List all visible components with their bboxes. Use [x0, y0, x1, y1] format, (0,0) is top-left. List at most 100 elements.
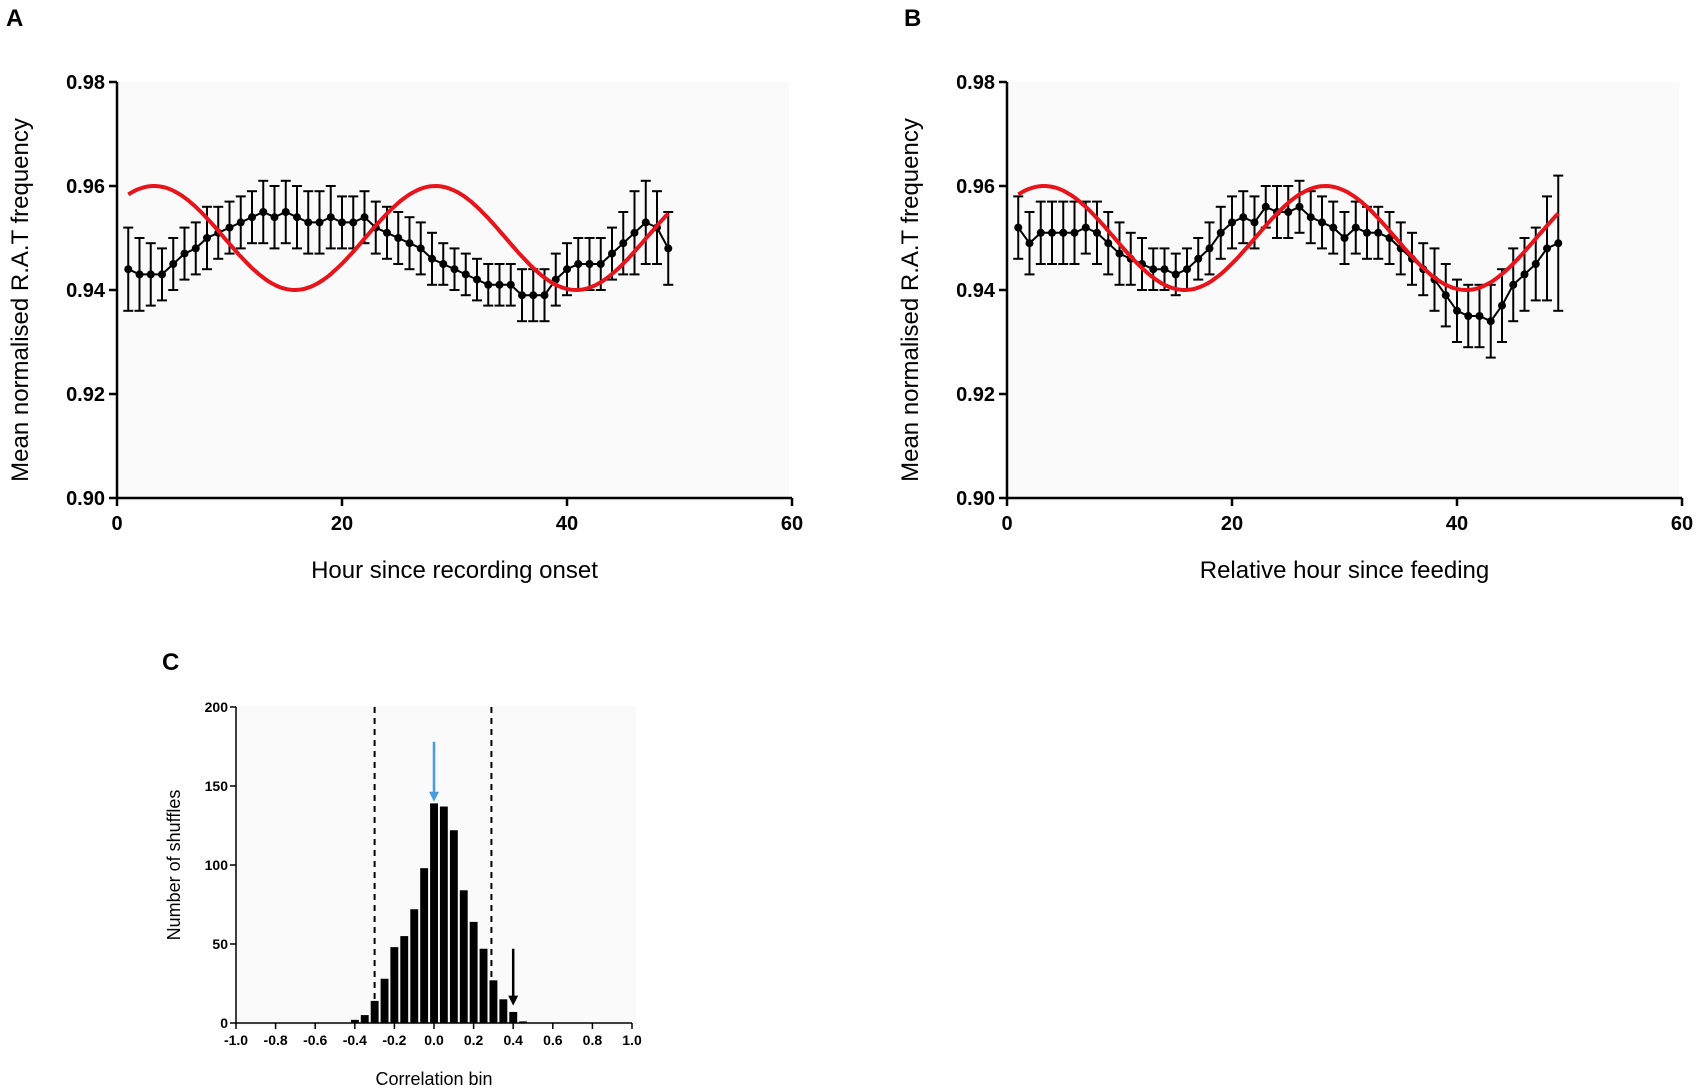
- histogram-bar: [449, 830, 458, 1024]
- data-point: [1149, 265, 1158, 274]
- data-point: [349, 218, 358, 227]
- y-axis-title: Mean normalised R.A.T frequency: [897, 118, 924, 482]
- fit-curve: [127, 183, 670, 293]
- data-point: [1475, 312, 1484, 320]
- data-point: [338, 218, 346, 227]
- data-point: [450, 265, 459, 274]
- data-point: [1554, 239, 1563, 248]
- data-point: [1059, 228, 1068, 237]
- y-tick-label: 0.92: [956, 384, 995, 406]
- fit-curve: [1017, 183, 1560, 293]
- data-point: [518, 291, 526, 300]
- x-tick-label: 0.4: [503, 1032, 523, 1048]
- data-point: [439, 260, 448, 268]
- data-point: [1261, 202, 1270, 211]
- data-point: [315, 218, 324, 227]
- data-point: [1093, 228, 1101, 237]
- data-point: [630, 228, 639, 237]
- histogram-bar: [350, 1019, 359, 1024]
- data-point: [281, 208, 290, 216]
- histogram-bar: [519, 1021, 527, 1024]
- x-tick-label: 0.6: [543, 1032, 563, 1048]
- data-point: [180, 249, 189, 258]
- histogram-bar: [400, 936, 409, 1023]
- data-point: [1441, 291, 1450, 300]
- data-point: [484, 280, 493, 289]
- panel-label-a: A: [6, 5, 23, 32]
- x-tick-label: 0: [111, 513, 122, 535]
- data-point: [563, 265, 571, 274]
- histogram-bar: [479, 948, 488, 1024]
- data-point: [664, 244, 673, 253]
- data-point: [259, 208, 268, 216]
- data-point: [304, 218, 313, 227]
- y-tick-label: 0.96: [956, 176, 995, 198]
- data-point: [1340, 234, 1349, 242]
- data-point: [1104, 239, 1113, 248]
- data-point: [293, 213, 301, 222]
- y-tick-label: 0.96: [66, 176, 105, 198]
- data-point: [1509, 280, 1518, 289]
- data-point: [1306, 213, 1315, 222]
- data-point: [1498, 301, 1506, 310]
- x-tick-label: 40: [556, 513, 578, 535]
- data-point: [473, 275, 481, 284]
- data-point: [191, 244, 200, 253]
- data-point: [1486, 317, 1495, 326]
- x-tick-label: -0.4: [343, 1032, 367, 1048]
- panel-c: C 0 50 100 150 200 -1.0 -0.8 -0.6 -0.4 -0.2 0.0 0.2…: [162, 649, 642, 1089]
- y-tick-label: 0.94: [66, 280, 106, 302]
- data-point: [1239, 213, 1248, 222]
- y-tick-label: 200: [205, 699, 229, 715]
- histogram-bar: [360, 1015, 369, 1023]
- x-tick-label: -1.0: [224, 1032, 248, 1048]
- y-tick-label: 0.90: [956, 488, 995, 510]
- histogram-bar: [509, 1011, 518, 1024]
- y-tick-label: 50: [212, 936, 228, 952]
- data-point: [1025, 239, 1034, 248]
- data-point: [248, 213, 256, 222]
- data-point: [1036, 228, 1045, 237]
- data-point: [1160, 265, 1169, 274]
- y-tick-label: 100: [205, 857, 229, 873]
- data-point: [1374, 228, 1383, 237]
- annotation-arrow-head: [429, 791, 439, 802]
- histogram-bar: [459, 890, 468, 1023]
- data-point: [1070, 228, 1079, 237]
- y-axis-title: Mean normalised R.A.T frequency: [7, 118, 34, 482]
- data-point: [360, 213, 369, 222]
- data-point: [1048, 228, 1056, 237]
- data-point: [1250, 218, 1259, 227]
- x-axis-title: Relative hour since feeding: [1200, 557, 1490, 584]
- histogram-bar: [420, 868, 429, 1023]
- y-axis-title: Number of shuffles: [164, 790, 184, 941]
- data-point: [608, 249, 616, 258]
- data-point: [1216, 228, 1225, 237]
- histogram-bar: [489, 980, 498, 1024]
- x-tick-label: 20: [331, 513, 353, 535]
- data-point: [495, 280, 504, 289]
- x-tick-label: 0: [1001, 513, 1012, 535]
- data-point: [203, 234, 211, 242]
- data-point: [1363, 228, 1371, 237]
- histogram-bar: [370, 1000, 379, 1023]
- data-point: [225, 223, 234, 232]
- data-point: [326, 213, 335, 222]
- data-point: [1329, 223, 1338, 232]
- x-tick-label: -0.2: [382, 1032, 406, 1048]
- data-point: [1228, 218, 1236, 227]
- y-tick-label: 0.98: [956, 72, 995, 94]
- x-tick-label: 0.0: [424, 1032, 444, 1048]
- y-tick-label: 0: [220, 1015, 228, 1031]
- data-point: [1520, 270, 1529, 279]
- x-tick-label: 60: [1671, 513, 1693, 535]
- data-point: [383, 228, 391, 237]
- data-point: [428, 254, 436, 263]
- panel-b: B 0.90 0.92 0.94 0.96 0.98 0 20 40 60 Relative ho…: [897, 5, 1693, 584]
- data-point: [1081, 223, 1090, 232]
- data-point: [236, 218, 245, 227]
- data-point: [135, 270, 144, 279]
- data-point: [1531, 260, 1540, 268]
- data-point: [1284, 208, 1293, 216]
- plot-area-b: [1007, 82, 1679, 502]
